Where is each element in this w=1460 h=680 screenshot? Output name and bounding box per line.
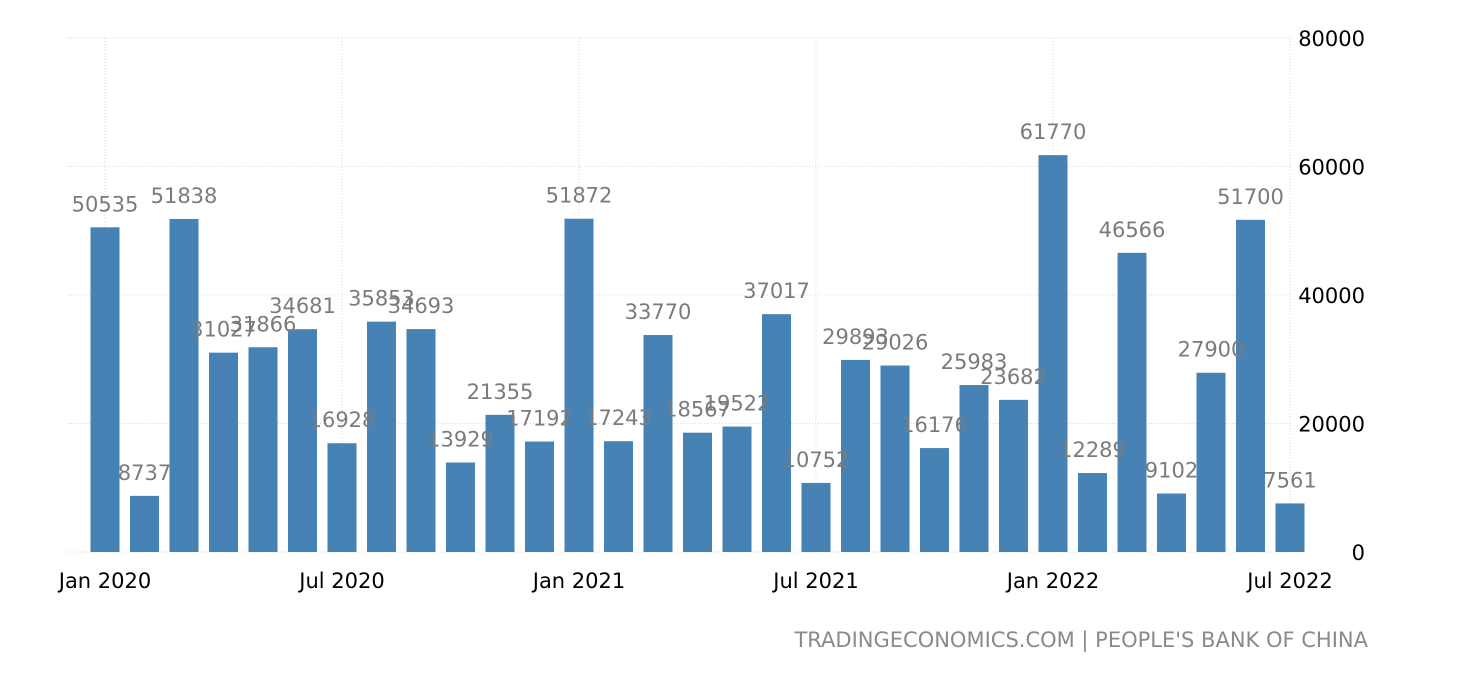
bar	[683, 432, 712, 552]
bar-value-label: 34681	[269, 294, 336, 318]
bar	[999, 399, 1028, 552]
bar	[801, 482, 831, 552]
bar	[920, 448, 949, 552]
bar-value-label: 51700	[1217, 185, 1284, 209]
x-tick-label: Jan 2021	[531, 569, 626, 593]
bar-value-label: 16176	[901, 413, 968, 437]
bar	[248, 347, 278, 552]
bar-value-label: 51838	[151, 184, 218, 208]
bar	[1117, 252, 1147, 552]
bar	[209, 352, 238, 552]
x-tick-label: Jul 2021	[771, 569, 858, 593]
y-tick-label: 60000	[1298, 156, 1365, 180]
bar-value-label: 18567	[664, 398, 731, 422]
bar-value-label: 17243	[585, 406, 652, 430]
bar-value-label: 23682	[980, 365, 1047, 389]
bar-value-label: 34693	[388, 294, 455, 318]
bar-value-label: 51872	[546, 184, 613, 208]
bar-value-labels: 5053587375183831027318663468116928358533…	[72, 120, 1317, 492]
bar-value-label: 29893	[822, 325, 889, 349]
bar-value-label: 61770	[1020, 120, 1087, 144]
bar	[1078, 473, 1107, 552]
bar	[288, 329, 317, 552]
bar	[485, 414, 515, 552]
bar	[525, 441, 554, 552]
y-tick-label: 0	[1352, 541, 1365, 565]
bar	[722, 426, 752, 552]
bar-value-label: 46566	[1099, 218, 1166, 242]
bar-value-label: 29026	[862, 331, 929, 355]
source-credit: TRADINGECONOMICS.COM | PEOPLE'S BANK OF …	[794, 628, 1368, 652]
x-tick-label: Jul 2020	[297, 569, 384, 593]
y-tick-label: 80000	[1298, 27, 1365, 51]
bar	[367, 321, 396, 552]
y-axis-ticks: 0 20000 40000 60000 80000	[1298, 27, 1365, 565]
bar	[959, 385, 989, 552]
bar	[169, 218, 199, 552]
bar-value-label: 25983	[941, 350, 1008, 374]
bar	[1157, 493, 1186, 552]
bar	[1038, 155, 1068, 552]
bar	[643, 335, 673, 552]
bar	[1275, 503, 1305, 552]
x-tick-label: Jan 2022	[1005, 569, 1100, 593]
bar-value-label: 19522	[704, 392, 771, 416]
bar-value-label: 37017	[743, 279, 810, 303]
bar-value-label: 7561	[1263, 468, 1316, 492]
y-tick-label: 20000	[1298, 413, 1365, 437]
bar-value-label: 33770	[625, 300, 692, 324]
bar	[604, 441, 633, 552]
y-tick-label: 40000	[1298, 284, 1365, 308]
bar	[406, 329, 436, 552]
bar-value-label: 31866	[230, 312, 297, 336]
bar	[841, 359, 870, 552]
bar	[446, 462, 475, 552]
bar-value-label: 50535	[72, 192, 139, 216]
bar	[880, 365, 910, 552]
bar-value-label: 35853	[348, 287, 415, 311]
bar	[327, 443, 357, 552]
bar-value-label: 10752	[783, 448, 850, 472]
bar	[130, 495, 159, 552]
x-tick-label: Jan 2020	[57, 569, 152, 593]
bar	[1236, 219, 1265, 552]
bar	[762, 314, 791, 552]
bar-value-label: 9102	[1145, 459, 1198, 483]
x-tick-label: Jul 2022	[1245, 569, 1332, 593]
bar-value-label: 31027	[190, 318, 257, 342]
bar	[90, 227, 120, 552]
bar	[564, 218, 594, 552]
x-axis-ticks: Jan 2020 Jul 2020 Jan 2021 Jul 2021 Jan 2022…	[57, 569, 1333, 593]
bars	[90, 155, 1305, 552]
bar-value-label: 8737	[118, 461, 171, 485]
bar-value-label: 17192	[506, 407, 573, 431]
bar-value-label: 13929	[427, 428, 494, 452]
bar-value-label: 27900	[1178, 338, 1245, 362]
bar-value-label: 16928	[309, 408, 376, 432]
bar-value-label: 12289	[1059, 438, 1126, 462]
bar-value-label: 21355	[467, 380, 534, 404]
bar	[1196, 372, 1226, 552]
